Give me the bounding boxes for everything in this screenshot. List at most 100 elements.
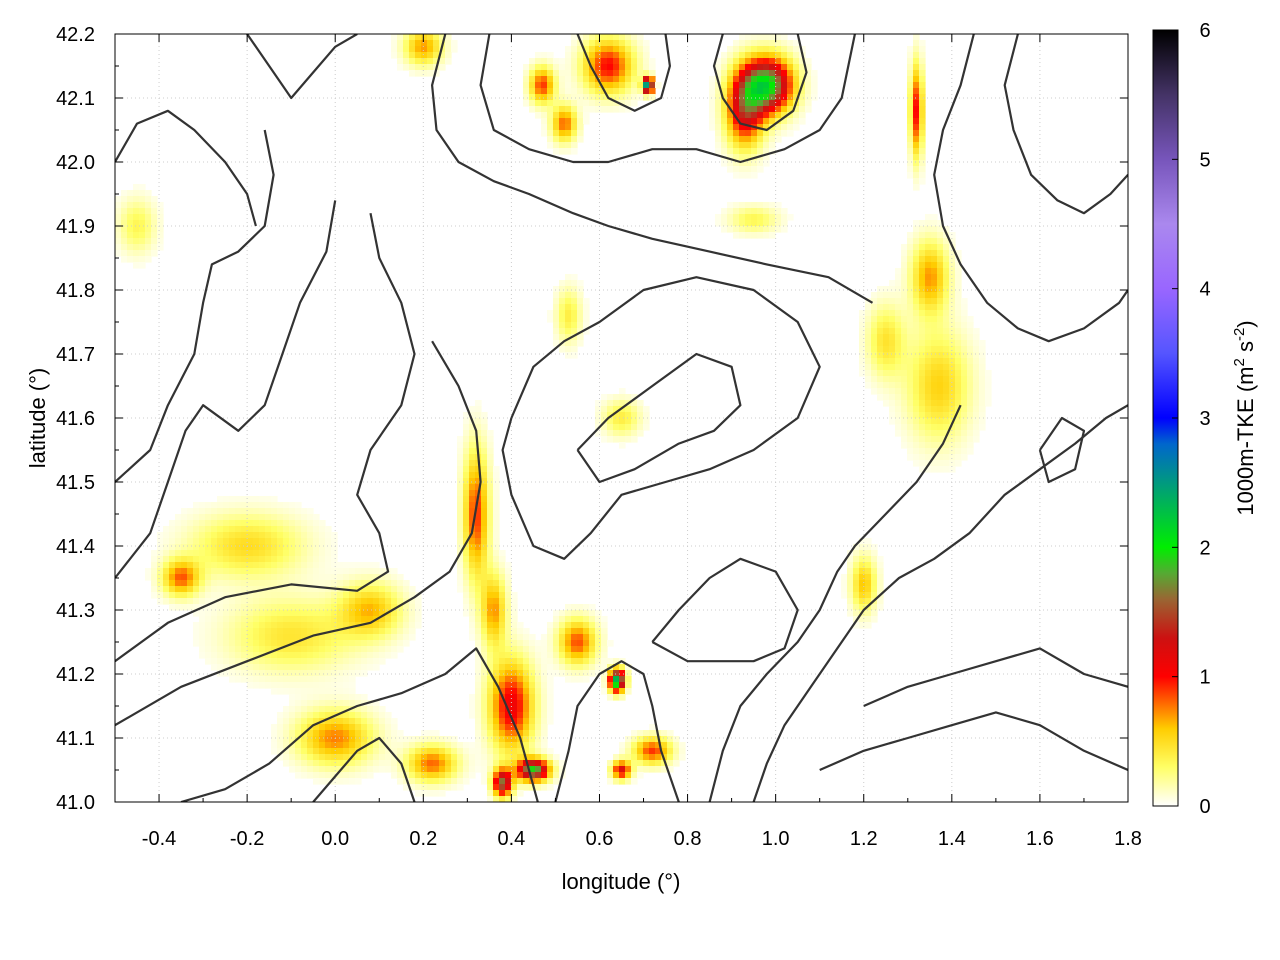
- tke-cell: [619, 778, 626, 785]
- tke-cell: [631, 76, 638, 83]
- tke-cell: [853, 574, 860, 581]
- tke-cell: [949, 460, 956, 467]
- tke-cell: [883, 328, 890, 335]
- tke-cell: [367, 718, 374, 725]
- tke-cell: [871, 616, 878, 623]
- tke-cell: [865, 616, 872, 623]
- tke-cell: [721, 100, 728, 107]
- tke-cell: [943, 244, 950, 251]
- tke-cell: [289, 616, 296, 623]
- tke-cell: [865, 358, 872, 365]
- tke-cell: [967, 448, 974, 455]
- tke-cell: [529, 760, 536, 767]
- tke-cell: [307, 664, 314, 671]
- tke-cell: [865, 346, 872, 353]
- tke-cell: [349, 568, 356, 575]
- tke-cell: [175, 550, 182, 557]
- tke-cell: [475, 484, 482, 491]
- tke-cell: [643, 70, 650, 77]
- tke-cell: [619, 412, 626, 419]
- tke-cell: [877, 352, 884, 359]
- tke-cell: [943, 334, 950, 341]
- tke-cell: [859, 364, 866, 371]
- tke-cell: [151, 562, 158, 569]
- tke-cell: [175, 592, 182, 599]
- tke-cell: [895, 364, 902, 371]
- tke-cell: [247, 610, 254, 617]
- tke-cell: [493, 730, 500, 737]
- tke-cell: [601, 436, 608, 443]
- tke-cell: [343, 736, 350, 743]
- tke-cell: [811, 76, 818, 83]
- tke-cell: [553, 94, 560, 101]
- tke-cell: [457, 520, 464, 527]
- tke-cell: [631, 94, 638, 101]
- tke-cell: [613, 88, 620, 95]
- tke-cell: [391, 580, 398, 587]
- tke-cell: [613, 430, 620, 437]
- tke-cell: [127, 226, 134, 233]
- tke-cell: [973, 352, 980, 359]
- tke-cell: [217, 586, 224, 593]
- tke-cell: [313, 730, 320, 737]
- tke-cell: [139, 238, 146, 245]
- tke-cell: [727, 46, 734, 53]
- tke-cell: [607, 40, 614, 47]
- tke-cell: [907, 118, 914, 125]
- tke-cell: [757, 46, 764, 53]
- tke-cell: [259, 604, 266, 611]
- tke-cell: [283, 622, 290, 629]
- tke-cell: [223, 622, 230, 629]
- tke-cell: [913, 382, 920, 389]
- tke-cell: [937, 256, 944, 263]
- tke-cell: [301, 706, 308, 713]
- tke-cell: [319, 724, 326, 731]
- tke-cell: [763, 124, 770, 131]
- tke-cell: [553, 100, 560, 107]
- tke-cell: [577, 628, 584, 635]
- tke-cell: [901, 298, 908, 305]
- tke-cell: [211, 640, 218, 647]
- tke-cell: [463, 550, 470, 557]
- tke-cell: [565, 346, 572, 353]
- tke-cell: [277, 736, 284, 743]
- tke-cell: [895, 322, 902, 329]
- tke-cell: [607, 676, 614, 683]
- tke-cell: [775, 124, 782, 131]
- tke-cell: [931, 286, 938, 293]
- tke-cell: [739, 94, 746, 101]
- tke-cell: [523, 748, 530, 755]
- tke-cell: [529, 664, 536, 671]
- tke-cell: [949, 448, 956, 455]
- tke-cell: [631, 730, 638, 737]
- tke-cell: [391, 634, 398, 641]
- tke-cell: [487, 478, 494, 485]
- tke-cell: [547, 316, 554, 323]
- tke-cell: [469, 766, 476, 773]
- tke-cell: [469, 694, 476, 701]
- colorbar-tick-label: 3: [1199, 408, 1210, 430]
- tke-cell: [871, 376, 878, 383]
- tke-cell: [529, 676, 536, 683]
- tke-cell: [943, 328, 950, 335]
- tke-cell: [445, 58, 452, 65]
- tke-cell: [865, 538, 872, 545]
- tke-cell: [361, 730, 368, 737]
- tke-cell: [919, 316, 926, 323]
- tke-cell: [739, 64, 746, 71]
- tke-cell: [253, 640, 260, 647]
- tke-cell: [385, 736, 392, 743]
- tke-cell: [643, 64, 650, 71]
- tke-cell: [733, 94, 740, 101]
- tke-cell: [241, 652, 248, 659]
- tke-cell: [355, 640, 362, 647]
- tke-cell: [271, 562, 278, 569]
- tke-cell: [205, 574, 212, 581]
- tke-cell: [775, 202, 782, 209]
- tke-cell: [217, 598, 224, 605]
- tke-cell: [355, 778, 362, 785]
- x-tick-label: 1.8: [1114, 828, 1142, 850]
- tke-cell: [325, 676, 332, 683]
- tke-cell: [163, 544, 170, 551]
